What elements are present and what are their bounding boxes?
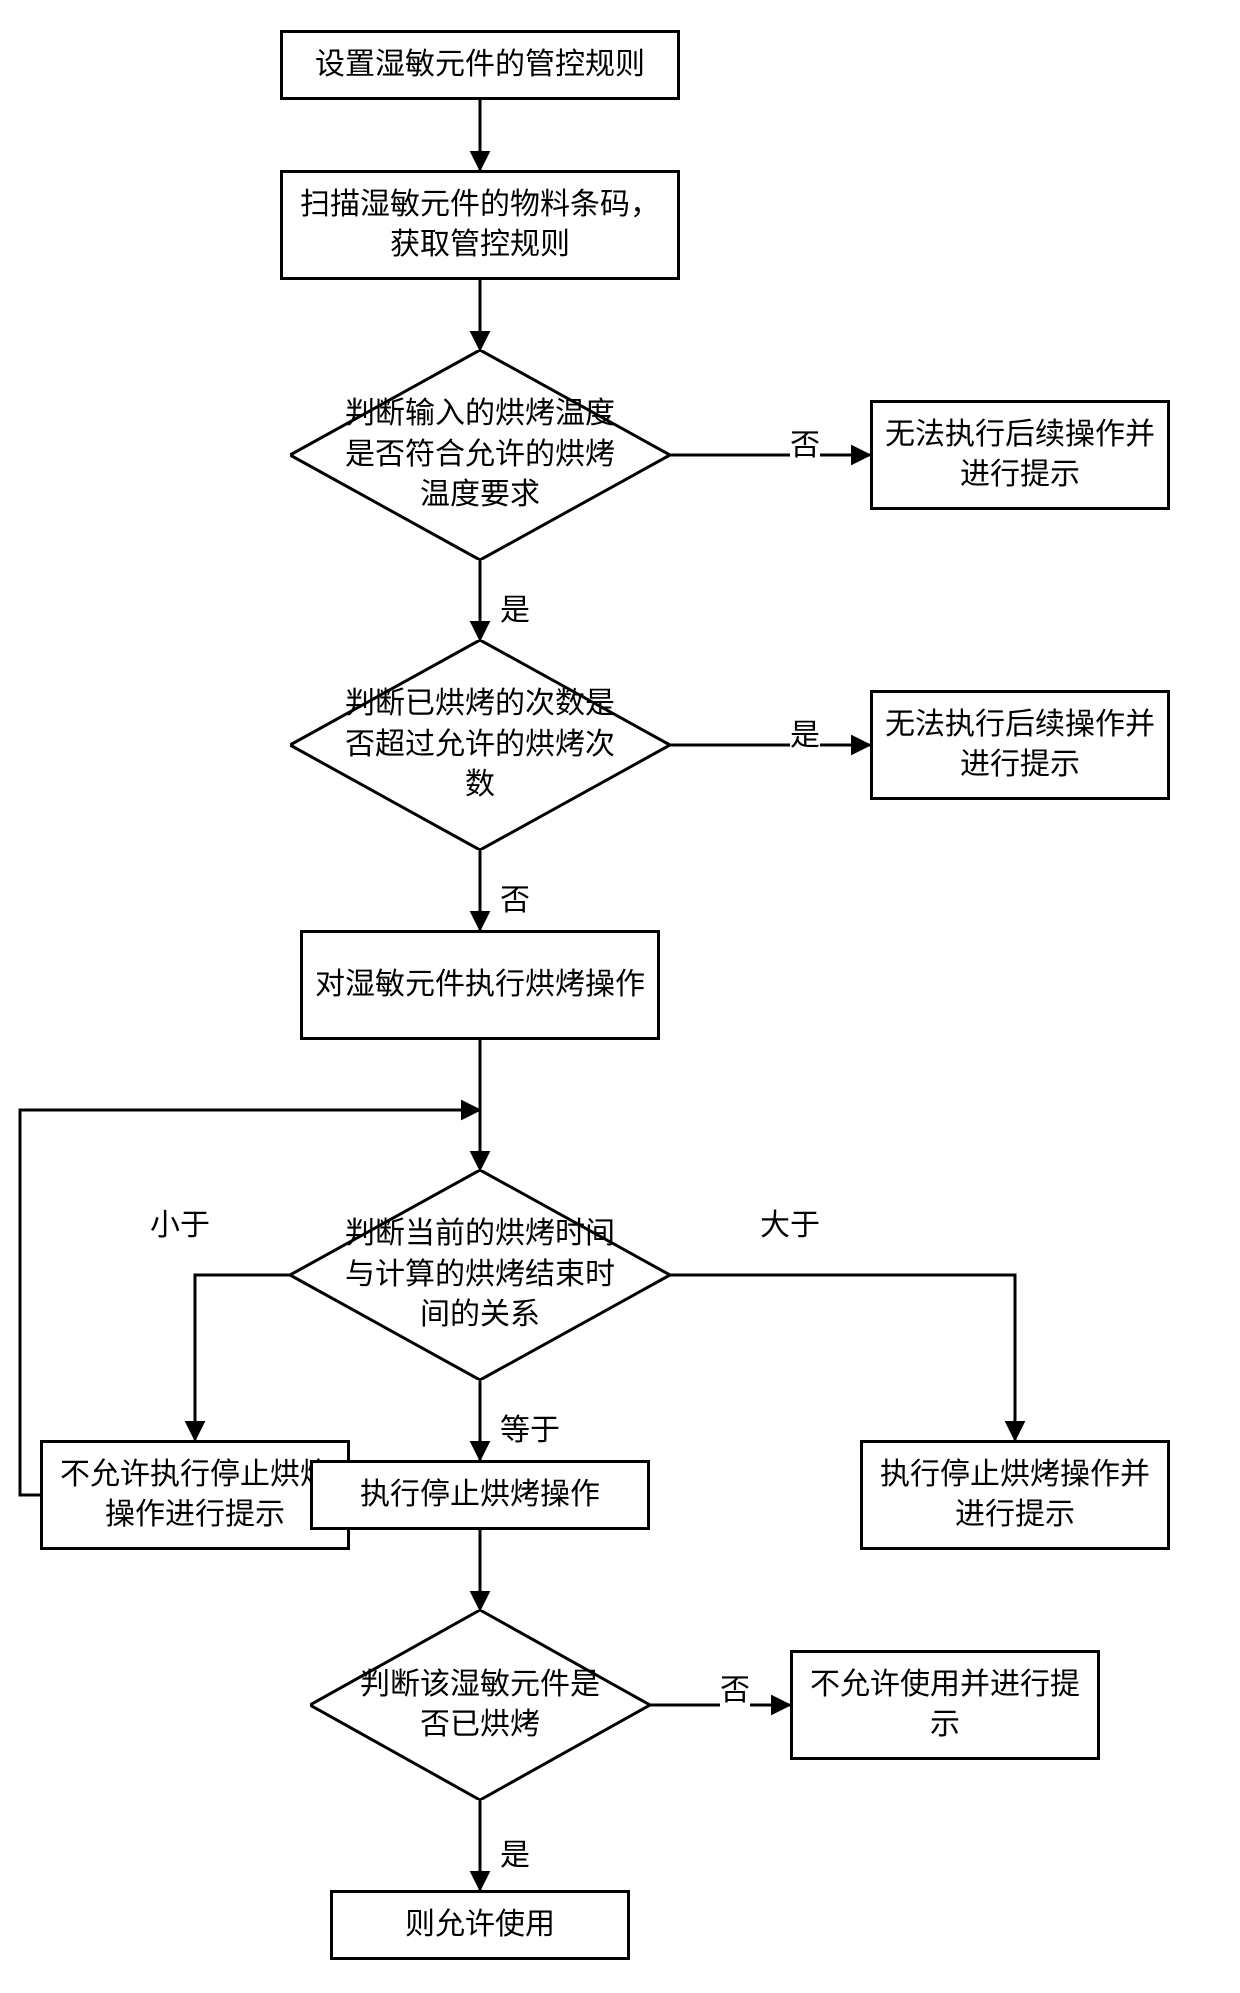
node-label: 判断输入的烘烤温度是否符合允许的烘烤温度要求 [345, 397, 615, 511]
edge-label-n6-less: 小于 [150, 1200, 210, 1244]
edge-label-n3-no: 否 [790, 420, 820, 464]
flow-node-n7r: 不允许使用并进行提示 [790, 1650, 1100, 1760]
flow-node-n8: 则允许使用 [330, 1890, 630, 1960]
edge-label-n4-no: 否 [500, 875, 530, 919]
flow-decision-n3: 判断输入的烘烤温度是否符合允许的烘烤温度要求 [290, 350, 670, 560]
flow-node-n6c: 执行停止烘烤操作 [310, 1460, 650, 1530]
edge-label-n4-yes: 是 [790, 710, 820, 754]
flow-node-n6r: 执行停止烘烤操作并进行提示 [860, 1440, 1170, 1550]
flow-node-n6l: 不允许执行停止烘烤操作进行提示 [40, 1440, 350, 1550]
flow-decision-n4: 判断已烘烤的次数是否超过允许的烘烤次数 [290, 640, 670, 850]
edge-label-n3-yes: 是 [500, 585, 530, 629]
node-label: 判断该湿敏元件是否已烘烤 [360, 1668, 600, 1742]
node-label: 不允许使用并进行提示 [801, 1665, 1089, 1746]
flow-decision-n7: 判断该湿敏元件是否已烘烤 [310, 1610, 650, 1800]
node-label: 则允许使用 [405, 1905, 555, 1946]
flow-node-n5: 对湿敏元件执行烘烤操作 [300, 930, 660, 1040]
node-label: 设置湿敏元件的管控规则 [315, 45, 645, 86]
flow-node-n2: 扫描湿敏元件的物料条码，获取管控规则 [280, 170, 680, 280]
node-label: 判断当前的烘烤时间与计算的烘烤结束时间的关系 [345, 1217, 615, 1331]
node-label: 无法执行后续操作并进行提示 [881, 705, 1159, 786]
edge-label-n6-greater: 大于 [760, 1200, 820, 1244]
edge-label-n6-equal: 等于 [500, 1405, 560, 1449]
flow-node-n4r: 无法执行后续操作并进行提示 [870, 690, 1170, 800]
node-label: 执行停止烘烤操作 [360, 1475, 600, 1516]
node-label: 对湿敏元件执行烘烤操作 [315, 965, 645, 1006]
edge-label-n7-yes: 是 [500, 1830, 530, 1874]
node-label: 不允许执行停止烘烤操作进行提示 [51, 1455, 339, 1536]
node-label: 无法执行后续操作并进行提示 [881, 415, 1159, 496]
flow-node-n3r: 无法执行后续操作并进行提示 [870, 400, 1170, 510]
edge-label-n7-no: 否 [720, 1665, 750, 1709]
node-label: 扫描湿敏元件的物料条码，获取管控规则 [291, 185, 669, 266]
node-label: 执行停止烘烤操作并进行提示 [871, 1455, 1159, 1536]
flow-decision-n6: 判断当前的烘烤时间与计算的烘烤结束时间的关系 [290, 1170, 670, 1380]
node-label: 判断已烘烤的次数是否超过允许的烘烤次数 [345, 687, 615, 801]
flow-node-n1: 设置湿敏元件的管控规则 [280, 30, 680, 100]
